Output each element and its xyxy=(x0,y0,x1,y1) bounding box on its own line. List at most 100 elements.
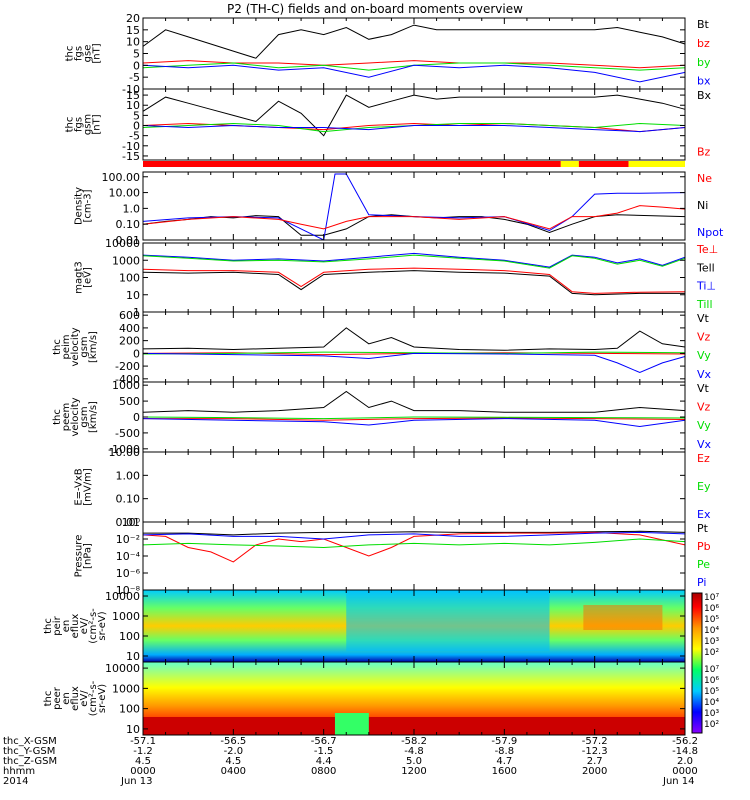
peim-velocity-ytick-label: -400 xyxy=(115,373,140,386)
orbit-row-value: -2.0 xyxy=(224,746,244,757)
colorbar-tick-label: 10³ xyxy=(704,709,719,719)
peim-velocity-ytick-label: 200 xyxy=(119,335,140,348)
peem-velocity-series-Vz xyxy=(143,417,686,421)
fgs-gsm-ytick-label: -10 xyxy=(122,140,140,153)
efield-ytick-label: 10.00 xyxy=(109,446,141,459)
efield-ytick-label: 0.10 xyxy=(116,493,141,506)
peir-spectrogram-ytick-label: 100 xyxy=(119,630,140,643)
peem-velocity-legend-Vx: Vx xyxy=(697,438,712,451)
temperature-ytick-label: 1000 xyxy=(112,254,140,267)
efield-ylabel-line: [mV/m] xyxy=(83,468,94,506)
temperature-ytick-label: 100 xyxy=(119,272,140,285)
fgs-gsm-ylabel-line: [nT] xyxy=(92,114,103,134)
orbit-row-value: 0000 xyxy=(130,766,155,777)
pressure-ylabel-line: [nPa] xyxy=(83,543,94,569)
orbit-row-value: -4.8 xyxy=(404,746,424,757)
peem-velocity-legend-Vt: Vt xyxy=(697,382,710,395)
peer-spectrogram-ytick-label: 100 xyxy=(119,703,140,716)
fgs-gse-series-Bt xyxy=(142,24,686,59)
efield-legend-Ey: Ey xyxy=(697,480,711,493)
density-legend-Ni: Ni xyxy=(697,199,708,212)
orbit-row-value: -56.5 xyxy=(220,736,246,747)
temperature-series-Te⊥ xyxy=(142,267,686,294)
pressure-legend-Pb: Pb xyxy=(697,540,711,553)
peir-spectrogram-ytick-label: 10 xyxy=(126,650,140,663)
fgs-gse-legend-bz: bz xyxy=(697,37,710,50)
peim-velocity-legend-Vy: Vy xyxy=(697,349,711,362)
pressure-series-Pi xyxy=(142,531,686,540)
year-label: 2014 xyxy=(3,776,28,787)
peir-spectrogram-ylabel-line: eflux xyxy=(70,614,81,639)
fgs-gse-legend-Bt: Bt xyxy=(697,18,710,31)
density-legend-Npot: Npot xyxy=(697,226,724,239)
orbit-row-value: -1.2 xyxy=(133,746,153,757)
temperature-ylabel-line: magt3 xyxy=(74,261,85,294)
fgs-gse-legend-bx: bx xyxy=(697,75,711,88)
peim-velocity-series-Vt xyxy=(142,327,686,351)
density-ytick-label: 100.00 xyxy=(102,171,141,184)
fgs-gsm-ytick-label: -5 xyxy=(129,130,140,143)
peir-spectrogram-ylabel-line: peir xyxy=(52,615,63,635)
peer-spectrogram-ylabel-line: eflux xyxy=(70,686,81,711)
colorbar-tick-label: 10² xyxy=(704,720,719,730)
fgs-gsm-legend-Bz: Bz xyxy=(697,146,711,159)
date-label: Jun 13 xyxy=(120,776,153,787)
fgs-gsm-series-bx xyxy=(142,124,686,133)
efield-legend-Ex: Ex xyxy=(697,508,711,521)
peem-velocity-series-Vx xyxy=(142,418,686,428)
peim-velocity-ylabel-line: peim xyxy=(61,334,72,359)
fgs-gse-series-by xyxy=(142,62,686,71)
temperature-ytick-label: 10 xyxy=(126,289,140,302)
peim-velocity-series-Vy xyxy=(142,351,686,355)
peir-spectrogram-ytick-label: 1000 xyxy=(112,610,140,623)
peim-velocity-ylabel-line: [km/s] xyxy=(88,331,99,363)
peir-spectrogram-ytick-label: 10000 xyxy=(105,590,140,603)
efield-ytick-label: 0.01 xyxy=(116,516,141,529)
peir-spectrogram-ylabel-line: thc xyxy=(43,618,54,634)
pressure-ytick-label: 10⁰ xyxy=(122,516,141,529)
density-legend-Ne: Ne xyxy=(697,172,712,185)
orbit-row-value: 2.0 xyxy=(677,756,693,767)
peir-spectrogram-ylabel-line: eV/ xyxy=(79,617,90,634)
pressure-series-Pb xyxy=(142,531,686,563)
peim-velocity-ytick-label: 400 xyxy=(119,322,140,335)
orbit-row-label: hhmm xyxy=(3,766,35,777)
fgs-gse-ylabel-line: gse xyxy=(83,45,94,63)
density-ytick-label: 10.00 xyxy=(109,187,141,200)
pressure-series-Pe xyxy=(142,538,686,549)
orbit-row-label: thc_Z-GSM xyxy=(3,756,57,767)
density-ytick-label: 1.0 xyxy=(123,202,141,215)
orbit-row-value: -57.9 xyxy=(491,736,517,747)
peim-velocity-ylabel-line: velocity xyxy=(70,327,81,366)
peer-spectrogram-ylabel-line: thc xyxy=(43,691,54,707)
orbit-row-value: -14.8 xyxy=(672,746,698,757)
peir-spectrogram-ylabel-line: (cm²-s- xyxy=(88,608,99,644)
colorbar xyxy=(691,592,703,734)
orbit-row-value: 0400 xyxy=(221,766,246,777)
peim-velocity-series-Vx xyxy=(142,352,686,374)
peem-velocity-ytick-label: 500 xyxy=(119,395,140,408)
peim-velocity-ylabel-line: thc xyxy=(52,339,63,355)
pressure-ytick-label: 10⁻⁸ xyxy=(116,584,141,597)
orbit-row-value: 4.5 xyxy=(225,756,241,767)
peim-velocity-ytick-label: 600 xyxy=(119,309,140,322)
fgs-gsm-frame xyxy=(142,88,686,161)
fgs-gse-ytick-label: 0 xyxy=(133,59,140,72)
fgs-gsm-ytick-label: 0 xyxy=(133,120,140,133)
peim-velocity-ylabel-line: gsm xyxy=(79,336,90,357)
mode-bar-segment xyxy=(578,161,629,167)
fgs-gsm-ylabel-line: gsm xyxy=(83,114,94,135)
pressure-legend-Pe: Pe xyxy=(697,558,710,571)
peer-spectrogram-ylabel-line: sr-eV) xyxy=(97,684,108,713)
density-ylabel-line: Density xyxy=(74,187,85,225)
orbit-row-label: thc_X-GSM xyxy=(3,736,57,747)
peir-low-flux-region xyxy=(346,590,550,652)
orbit-row-value: -57.2 xyxy=(582,736,608,747)
orbit-row-value: -56.2 xyxy=(672,736,698,747)
mode-bar-segment xyxy=(560,161,579,167)
fgs-gsm-series-Bt xyxy=(142,94,686,137)
efield-ylabel-line: E=-VxB xyxy=(74,468,85,505)
pressure-legend-Pi: Pi xyxy=(697,576,706,589)
colorbar-tick-label: 10⁵ xyxy=(704,615,719,625)
